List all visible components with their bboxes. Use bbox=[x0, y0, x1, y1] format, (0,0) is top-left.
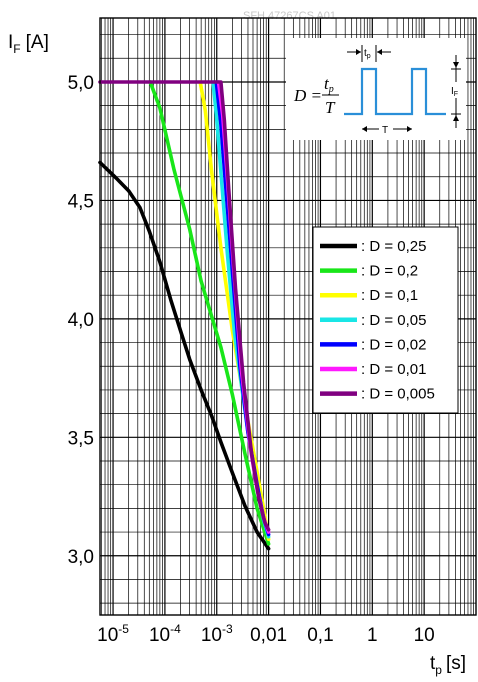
y-axis-label-main: I bbox=[8, 32, 13, 53]
legend-label: : D = 0,05 bbox=[361, 312, 426, 329]
x-tick-labels: 10-5 10-4 10-3 0,01 0,1 1 10 bbox=[97, 622, 435, 646]
y-tick-label: 4,0 bbox=[68, 310, 94, 331]
legend-label: : D = 0,02 bbox=[361, 336, 426, 353]
inset-T-label: T bbox=[382, 125, 388, 136]
legend-label: : D = 0,25 bbox=[361, 238, 426, 255]
pulse-inset: D = tp T tp T IF bbox=[286, 38, 466, 140]
series-line bbox=[98, 80, 271, 532]
y-tick-labels: 3,0 3,5 4,0 4,5 5,0 bbox=[68, 73, 94, 568]
inset-tp-arrowhead-left bbox=[356, 49, 361, 55]
series-line bbox=[198, 80, 271, 542]
x-tick-label: 10-5 bbox=[97, 622, 129, 646]
x-tick-label: 0,1 bbox=[307, 625, 333, 646]
legend-label: : D = 0,1 bbox=[361, 287, 418, 304]
legend-label: : D = 0,005 bbox=[361, 386, 435, 403]
inset-IF-label: IF bbox=[451, 86, 458, 98]
x-tick-label: 10-4 bbox=[149, 622, 181, 646]
x-axis-label: tp [s] bbox=[430, 653, 466, 677]
inset-IF-label-bg bbox=[449, 82, 463, 98]
series-line bbox=[98, 160, 271, 551]
x-tick-label: 0,01 bbox=[250, 625, 287, 646]
legend-label: : D = 0,01 bbox=[361, 361, 426, 378]
series-layer bbox=[98, 80, 271, 551]
inset-tp-label: tp bbox=[364, 48, 371, 60]
inset-formula-numerator: tp bbox=[324, 74, 334, 95]
x-axis-label-unit: [s] bbox=[446, 653, 466, 674]
x-tick-label: 10-3 bbox=[201, 622, 233, 646]
legend-label: : D = 0,2 bbox=[361, 263, 418, 280]
series-line bbox=[148, 80, 271, 546]
inset-IF-arrowhead-top bbox=[453, 62, 459, 68]
y-axis-label-sub: F bbox=[13, 42, 20, 56]
x-tick-label: 1 bbox=[367, 625, 378, 646]
inset-T-arrowhead-right bbox=[407, 126, 412, 132]
inset-tp-arrowhead-right bbox=[377, 49, 382, 55]
y-axis-label-unit: [A] bbox=[26, 32, 49, 53]
inset-formula-d: D = bbox=[293, 86, 322, 105]
x-tick-label: 10 bbox=[414, 625, 435, 646]
y-axis-label: IF [A] bbox=[8, 32, 49, 56]
x-axis-label-main: t bbox=[430, 653, 436, 674]
y-tick-label: 4,5 bbox=[68, 191, 94, 212]
plot-frame bbox=[99, 17, 477, 616]
y-tick-label: 3,0 bbox=[68, 547, 94, 568]
inset-T-arrowhead-left bbox=[362, 126, 367, 132]
inset-IF-arrowhead-bottom bbox=[453, 115, 459, 121]
inset-pulse-waveform bbox=[344, 67, 446, 116]
y-tick-label: 3,5 bbox=[68, 428, 94, 449]
inset-T-label-bg bbox=[379, 122, 393, 135]
inset-formula-denominator: T bbox=[325, 98, 336, 117]
x-axis-label-sub: p bbox=[435, 663, 442, 677]
y-tick-label: 5,0 bbox=[68, 73, 94, 94]
legend: : D = 0,25 : D = 0,2 : D = 0,1 : D = 0,05 : … bbox=[312, 226, 459, 414]
